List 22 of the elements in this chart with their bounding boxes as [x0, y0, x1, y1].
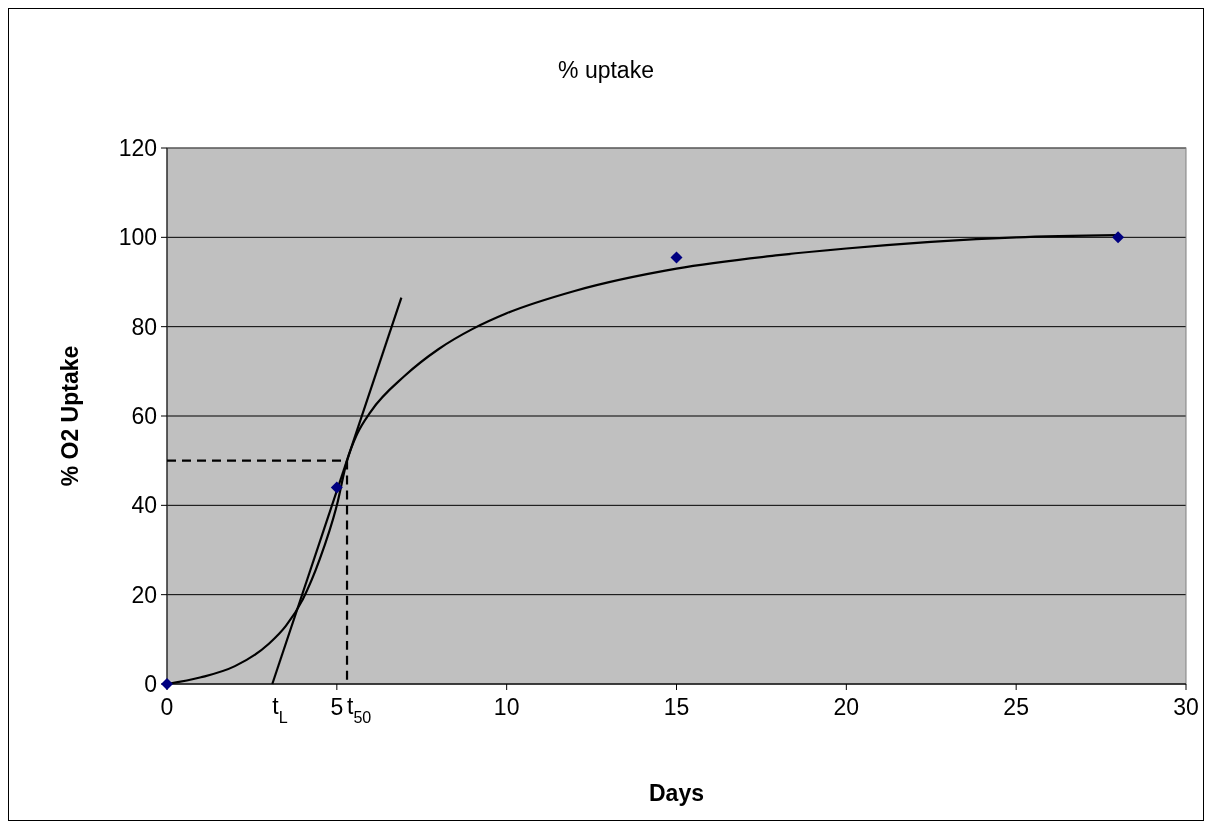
y-tick-label: 100: [118, 224, 157, 251]
x-tick-label: 25: [1003, 694, 1029, 720]
annotation: t$_{50}$: [347, 693, 372, 726]
y-tick-label: 60: [131, 403, 157, 429]
y-tick-label: 40: [131, 492, 157, 519]
x-tick-label: 20: [833, 694, 860, 720]
point: [670, 251, 683, 264]
x-axis-title: Days: [649, 780, 704, 806]
annotation: t$_{L}$: [272, 693, 288, 726]
y-axis-title: % O2 Uptake: [57, 345, 83, 487]
x-tick-label: 15: [663, 694, 690, 720]
x-tick-label: 10: [493, 694, 520, 720]
x-tick-label: 5: [330, 694, 344, 720]
point: [330, 481, 343, 494]
x-tick-label: 0: [160, 694, 174, 720]
y-tick-label: 20: [131, 581, 157, 608]
x-tick-label: 30: [1173, 694, 1199, 720]
chart-title: % uptake: [558, 57, 654, 83]
point: [1112, 231, 1125, 244]
y-tick-label: 0: [144, 671, 157, 697]
y-tick-label: 80: [131, 313, 157, 340]
y-tick-label: 120: [118, 135, 157, 161]
